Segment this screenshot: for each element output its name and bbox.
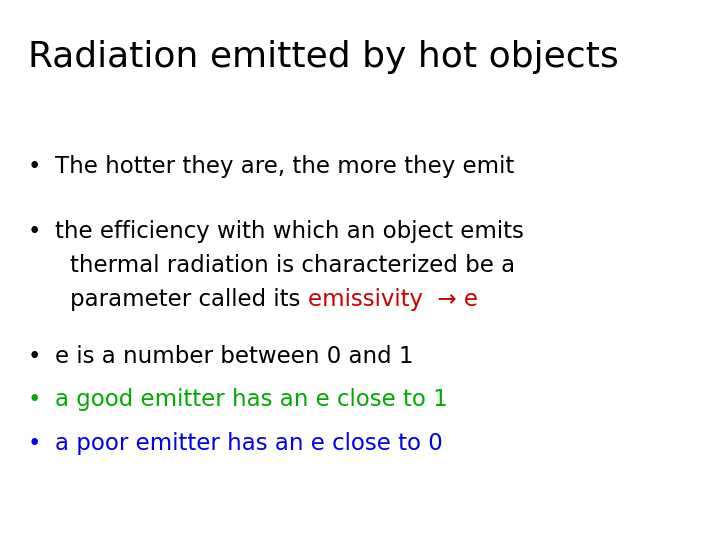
Text: e is a number between 0 and 1: e is a number between 0 and 1 (55, 345, 413, 368)
Text: •: • (28, 220, 41, 243)
Text: •: • (28, 388, 41, 411)
Text: emissivity  → e: emissivity → e (307, 288, 477, 311)
Text: •: • (28, 432, 41, 455)
Text: thermal radiation is characterized be a: thermal radiation is characterized be a (70, 254, 515, 277)
Text: Radiation emitted by hot objects: Radiation emitted by hot objects (28, 40, 618, 74)
Text: a good emitter has an e close to 1: a good emitter has an e close to 1 (55, 388, 448, 411)
Text: the efficiency with which an object emits: the efficiency with which an object emit… (55, 220, 524, 243)
Text: parameter called its: parameter called its (70, 288, 307, 311)
Text: a poor emitter has an e close to 0: a poor emitter has an e close to 0 (55, 432, 443, 455)
Text: •: • (28, 155, 41, 178)
Text: The hotter they are, the more they emit: The hotter they are, the more they emit (55, 155, 514, 178)
Text: •: • (28, 345, 41, 368)
